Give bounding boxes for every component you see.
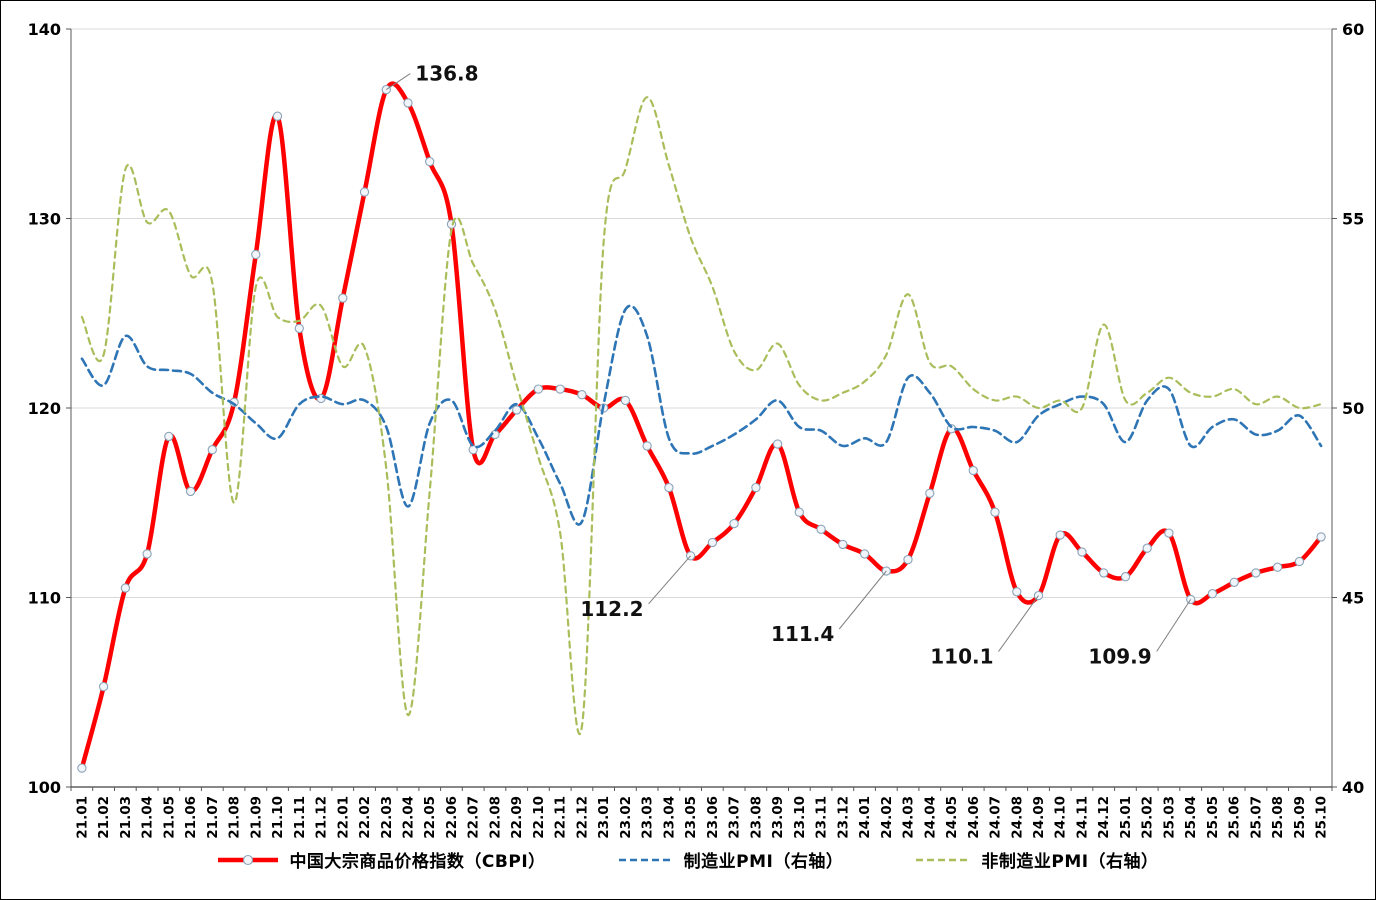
legend-label-nonmfg-pmi: 非制造业PMI（右轴）	[981, 852, 1159, 872]
svg-text:130: 130	[28, 210, 61, 229]
svg-text:22.06: 22.06	[444, 796, 460, 839]
svg-text:24.04: 24.04	[922, 796, 938, 839]
annotation-label: 136.8	[415, 62, 478, 86]
svg-text:25.08: 25.08	[1270, 796, 1286, 839]
svg-text:21.04: 21.04	[140, 796, 156, 839]
svg-text:120: 120	[28, 399, 61, 418]
svg-text:24.10: 24.10	[1053, 796, 1069, 839]
svg-text:23.04: 23.04	[661, 796, 677, 839]
svg-text:25.03: 25.03	[1161, 796, 1177, 839]
svg-text:21.12: 21.12	[314, 796, 330, 839]
annotation-label: 110.1	[930, 645, 993, 669]
svg-text:23.01: 23.01	[596, 796, 612, 839]
svg-text:21.03: 21.03	[118, 796, 134, 839]
svg-text:23.05: 23.05	[683, 796, 699, 839]
svg-text:23.03: 23.03	[640, 796, 656, 839]
svg-text:55: 55	[1342, 210, 1364, 229]
annotation-label: 109.9	[1088, 644, 1151, 668]
svg-text:23.06: 23.06	[705, 796, 721, 839]
svg-text:23.11: 23.11	[814, 796, 830, 839]
svg-text:24.08: 24.08	[1009, 796, 1025, 839]
svg-text:40: 40	[1342, 778, 1364, 797]
svg-text:110: 110	[28, 589, 61, 608]
svg-text:24.06: 24.06	[966, 796, 982, 839]
tick-marks	[66, 28, 1337, 791]
svg-text:24.12: 24.12	[1096, 796, 1112, 839]
svg-text:22.12: 22.12	[574, 796, 590, 839]
svg-text:23.10: 23.10	[792, 796, 808, 839]
svg-text:21.07: 21.07	[205, 796, 221, 839]
svg-text:21.11: 21.11	[292, 796, 308, 839]
svg-text:25.01: 25.01	[1118, 796, 1134, 839]
svg-text:25.10: 25.10	[1314, 796, 1330, 839]
svg-text:24.03: 24.03	[901, 796, 917, 839]
mfg-pmi-line-sample-icon	[618, 858, 673, 861]
x-axis-labels: 21.01 21.02 21.03 21.04 21.05 21.06 21.07 21.08…	[74, 796, 1329, 839]
svg-text:22.03: 22.03	[379, 796, 395, 839]
svg-text:22.04: 22.04	[401, 796, 417, 839]
svg-text:22.01: 22.01	[335, 796, 351, 839]
svg-text:21.08: 21.08	[227, 796, 243, 839]
legend-item-mfg-pmi: 制造业PMI（右轴）	[618, 847, 844, 872]
svg-text:21.09: 21.09	[248, 796, 264, 839]
svg-text:22.05: 22.05	[422, 796, 438, 839]
svg-text:23.09: 23.09	[770, 796, 786, 839]
annotation-label: 112.2	[580, 597, 643, 621]
nonmfg-pmi-line-sample-icon	[916, 858, 971, 861]
svg-text:45: 45	[1342, 589, 1364, 608]
series-line-0	[79, 81, 1324, 771]
svg-text:25.04: 25.04	[1183, 796, 1199, 839]
svg-text:21.02: 21.02	[96, 796, 112, 839]
svg-text:140: 140	[28, 20, 61, 39]
svg-text:23.12: 23.12	[835, 796, 851, 839]
legend-label-mfg-pmi: 制造业PMI（右轴）	[683, 852, 844, 872]
svg-text:25.05: 25.05	[1205, 796, 1221, 839]
chart-canvas: 136.8 112.2 111.4 110.1 109.9 100 110 120 130 140…	[28, 20, 1365, 839]
svg-text:100: 100	[28, 778, 61, 797]
svg-text:23.07: 23.07	[727, 796, 743, 839]
legend-item-cbpi: 中国大宗商品价格指数（CBPI）	[217, 847, 545, 872]
series-line-1	[80, 304, 1323, 526]
svg-text:21.06: 21.06	[183, 796, 199, 839]
svg-text:25.06: 25.06	[1227, 796, 1243, 839]
data-annotations: 136.8 112.2 111.4 110.1 109.9	[386, 62, 1192, 669]
svg-text:23.08: 23.08	[748, 796, 764, 839]
gridlines	[71, 28, 1332, 598]
svg-text:23.02: 23.02	[618, 796, 634, 839]
svg-text:25.07: 25.07	[1248, 796, 1264, 839]
svg-text:22.10: 22.10	[531, 796, 547, 839]
svg-text:25.02: 25.02	[1140, 796, 1156, 839]
svg-text:24.05: 24.05	[944, 796, 960, 839]
left-axis-labels: 100 110 120 130 140	[28, 20, 61, 797]
annotation-label: 111.4	[771, 622, 834, 646]
svg-text:21.10: 21.10	[270, 796, 286, 839]
legend-label-cbpi: 中国大宗商品价格指数（CBPI）	[289, 852, 546, 872]
svg-text:24.02: 24.02	[879, 796, 895, 839]
svg-text:60: 60	[1342, 20, 1364, 39]
svg-text:50: 50	[1342, 399, 1364, 418]
svg-text:22.02: 22.02	[357, 796, 373, 839]
svg-text:22.07: 22.07	[466, 796, 482, 839]
svg-text:25.09: 25.09	[1292, 796, 1308, 839]
cbpi-line-sample-icon	[218, 854, 279, 865]
svg-text:21.05: 21.05	[161, 796, 177, 839]
svg-text:24.07: 24.07	[988, 796, 1004, 839]
svg-text:22.09: 22.09	[509, 796, 525, 839]
svg-text:24.11: 24.11	[1075, 796, 1091, 839]
right-axis-labels: 40 45 50 55 60	[1342, 20, 1364, 797]
series-line-2	[80, 96, 1323, 736]
chart-legend: 中国大宗商品价格指数（CBPI） 制造业PMI（右轴） 非制造业PMI（右轴）	[1, 847, 1375, 872]
svg-text:22.11: 22.11	[553, 796, 569, 839]
svg-text:24.01: 24.01	[857, 796, 873, 839]
svg-text:24.09: 24.09	[1031, 796, 1047, 839]
svg-text:22.08: 22.08	[488, 796, 504, 839]
svg-text:21.01: 21.01	[74, 796, 90, 839]
legend-item-nonmfg-pmi: 非制造业PMI（右轴）	[915, 847, 1158, 872]
